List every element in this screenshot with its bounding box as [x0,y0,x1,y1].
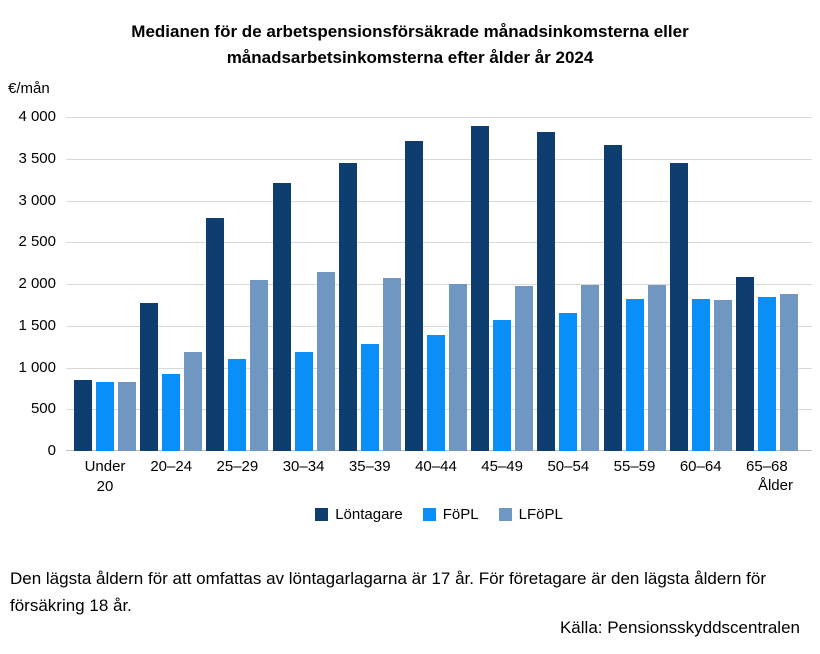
bar-Löntagare-65–68 [735,277,754,451]
bar-group-5 [338,117,401,451]
bar-FöPL-45–49 [493,320,512,451]
bar-group-10 [669,117,732,451]
bar-Löntagare-25–29 [206,218,225,451]
x-tick-label-4: 30–34 [282,458,325,475]
y-tick-label-2500: 2 500 [18,233,56,251]
legend-item-LFöPL: LFöPL [498,506,563,523]
footnote-text: Den lägsta åldern för att omfattas av lö… [10,569,766,615]
bar-LFöPL-45–49 [515,286,534,451]
bar-FöPL-30–34 [294,352,313,451]
y-axis-unit-label: €/mån [8,80,50,97]
y-tick-label-1500: 1 500 [18,316,56,334]
bar-group-9 [603,117,666,451]
y-tick-label-1000: 1 000 [18,358,56,376]
bars-container [74,117,798,451]
source-text: Källa: Pensionsskyddscentralen [559,618,800,637]
bar-LFöPL-30–34 [316,272,335,451]
y-tick-label-0: 0 [47,442,56,459]
bar-Löntagare-35–39 [338,163,357,451]
x-tick-label-1: Under 20 [84,458,126,495]
bar-LFöPL-Under-20 [118,382,136,451]
bar-FöPL-35–39 [360,344,379,451]
bar-LFöPL-35–39 [382,278,401,451]
bar-LFöPL-25–29 [250,280,269,451]
bar-group-4 [272,117,335,451]
bar-FöPL-55–59 [625,299,644,451]
bar-LFöPL-60–64 [713,300,732,451]
bar-Löntagare-50–54 [537,132,556,451]
x-axis-tick-labels: Under 20 20–24 25–29 30–34 35–39 40–44 45–49 50… [74,457,798,497]
legend-item-FöPL: FöPL [422,506,479,523]
chart-title-line1: Medianen för de arbetspensionsförsäkrade… [131,22,689,41]
x-tick-label-8: 50–54 [547,458,590,475]
x-tick-label-7: 45–49 [481,458,523,475]
x-tick-label-6: 40–44 [415,458,457,475]
y-axis-tick-labels: 0 500 1 000 1 500 2 000 2 500 3 000 3 500 4 000 [0,0,56,654]
bar-LFöPL-50–54 [581,285,600,451]
bar-FöPL-25–29 [228,359,247,451]
legend-label: Löntagare [335,506,403,523]
x-tick-label-9: 55–59 [613,458,656,475]
bar-FöPL-50–54 [559,313,578,451]
bar-group-7 [471,117,534,451]
gridline-3000 [66,201,812,202]
gridline-3500 [66,159,812,160]
bar-FöPL-60–64 [691,299,710,451]
x-tick-label-11: 65–68 [746,458,788,475]
bar-Löntagare-Under-20 [74,380,92,451]
legend-label: FöPL [442,506,479,523]
plot-area [66,117,812,451]
bar-group-8 [537,117,600,451]
chart-title-line2: månadsarbetsinkomsterna efter ålder år 2… [226,48,594,67]
gridline-4000 [66,117,812,118]
gridline-2500 [66,242,812,243]
y-tick-label-3000: 3 000 [18,191,56,209]
bar-LFöPL-40–44 [448,284,467,451]
bar-LFöPL-55–59 [647,285,666,451]
x-axis-title: Ålder [757,477,793,494]
bar-Löntagare-55–59 [603,145,622,451]
x-tick-label-10: 60–64 [679,458,722,475]
bar-Löntagare-30–34 [272,183,291,451]
bar-FöPL-40–44 [426,335,445,451]
bar-Löntagare-40–44 [404,141,423,451]
y-tick-label-2000: 2 000 [18,275,56,292]
bar-group-11 [735,117,798,451]
legend-swatch-icon [315,508,329,521]
chart-legend: Löntagare FöPL LFöPL [66,506,812,523]
x-tick-label-5: 35–39 [348,458,391,475]
bar-group-2 [140,117,203,451]
chart-title: Medianen för de arbetspensionsförsäkrade… [0,19,820,71]
bar-Löntagare-60–64 [669,163,688,451]
bar-LFöPL-65–68 [779,294,798,451]
x-tick-label-3: 25–29 [216,458,259,475]
bar-LFöPL-20–24 [184,352,203,451]
x-tick-label-2: 20–24 [150,458,193,475]
gridline-1500 [66,326,812,327]
bar-Löntagare-20–24 [140,303,159,451]
legend-swatch-icon [422,508,436,521]
gridline-2000 [66,284,812,285]
y-tick-label-3500: 3 500 [18,149,56,167]
legend-label: LFöPL [518,506,563,523]
bar-Löntagare-45–49 [471,126,490,451]
bar-FöPL-65–68 [757,297,776,451]
bar-group-6 [404,117,467,451]
legend-swatch-icon [498,508,512,521]
legend-item-Löntagare: Löntagare [315,506,403,523]
y-tick-label-500: 500 [30,400,56,418]
y-tick-label-4000: 4 000 [18,108,56,125]
bar-group-1 [74,117,136,451]
bar-group-3 [206,117,269,451]
bar-FöPL-Under-20 [96,382,114,451]
bar-FöPL-20–24 [162,374,181,451]
